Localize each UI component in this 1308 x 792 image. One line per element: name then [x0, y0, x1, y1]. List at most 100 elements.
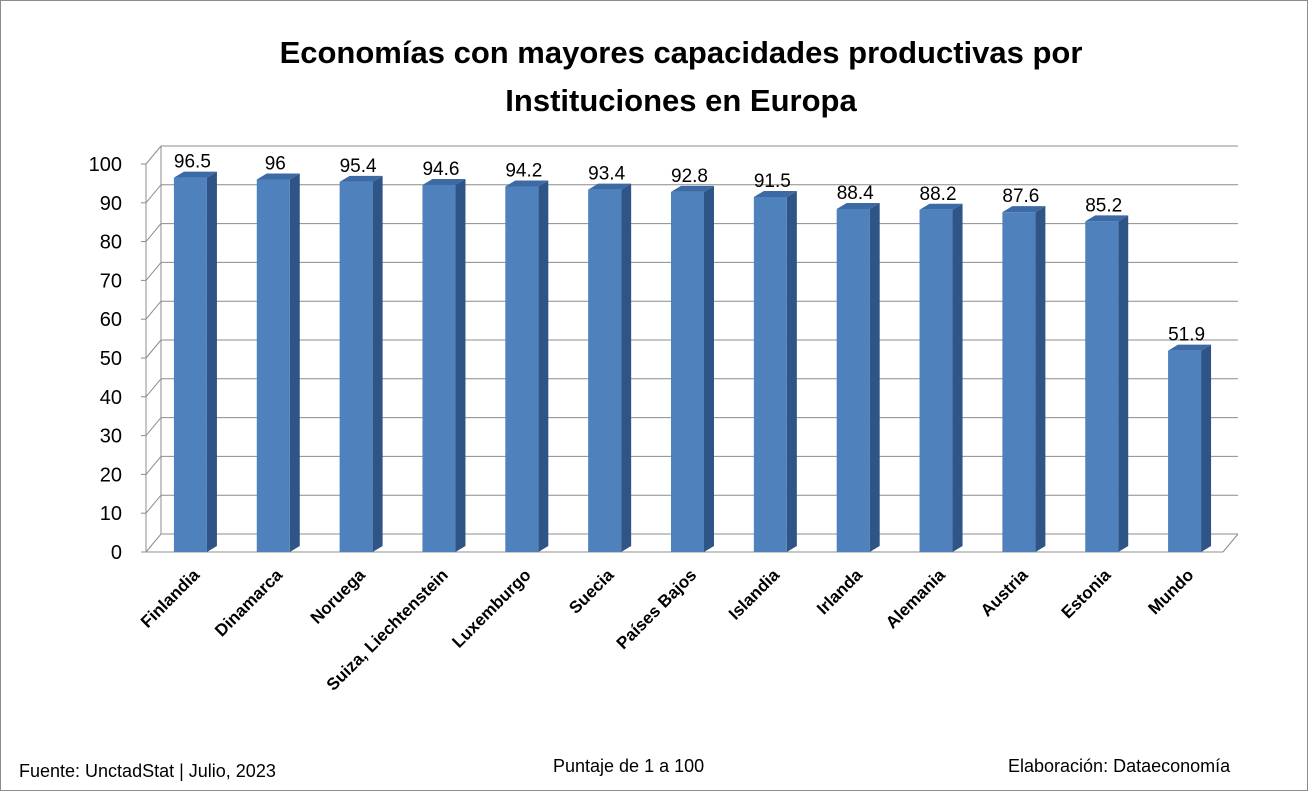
bar-top	[339, 175, 383, 182]
bar-side	[538, 180, 549, 552]
bar-front	[339, 181, 373, 552]
y-tick-label: 80	[100, 232, 122, 254]
gridline-side	[145, 223, 162, 242]
x-tick-label: Finlandia	[137, 565, 204, 632]
bar-front	[671, 191, 704, 552]
gridline-side	[145, 339, 162, 359]
bar-front	[256, 179, 290, 552]
data-label: 94.2	[505, 161, 542, 182]
bar-side	[1118, 215, 1129, 552]
bar-top	[671, 185, 714, 192]
y-tick-label: 60	[100, 309, 122, 331]
y-tick-label: 40	[100, 387, 122, 409]
data-label: 96.5	[174, 152, 211, 173]
bar	[422, 178, 466, 552]
x-tick-label: Estonia	[1058, 565, 1115, 622]
bar	[671, 185, 714, 552]
bar-top	[505, 180, 549, 187]
data-label: 87.6	[1002, 186, 1039, 207]
bars	[173, 171, 1212, 553]
x-tick-label: Alemania	[882, 565, 949, 632]
bar	[339, 175, 383, 552]
bar-side	[206, 171, 217, 552]
source-note: Fuente: UnctadStat | Julio, 2023	[19, 761, 276, 781]
gridline-side	[145, 184, 162, 204]
bar	[1168, 344, 1212, 552]
gridline-side	[145, 145, 162, 165]
gridline-side	[145, 378, 162, 398]
bar	[753, 190, 797, 553]
bar-front	[505, 186, 539, 552]
data-label: 88.2	[920, 184, 957, 205]
bar	[836, 203, 880, 552]
chart-title-line1: Economías con mayores capacidades produc…	[279, 35, 1083, 70]
bar	[505, 180, 549, 552]
bar-side	[952, 203, 963, 552]
bar-top	[422, 178, 466, 185]
y-tick-labels: 0 10 20 30 40 50 60 70 80 90 100	[89, 154, 146, 564]
gridline-side	[145, 456, 162, 475]
y-tick-label: 50	[100, 348, 122, 370]
y-tick-label: 70	[100, 270, 122, 292]
gridline-side	[145, 300, 162, 320]
x-tick-label: Noruega	[307, 565, 370, 628]
chart-title: Economías con mayores capacidades produc…	[131, 29, 1231, 125]
x-tick-label: Austria	[977, 565, 1032, 620]
y-tick-label: 30	[100, 426, 122, 448]
y-tick-label: 90	[100, 193, 122, 215]
bar-top	[919, 203, 963, 210]
bar-top	[173, 171, 217, 178]
y-tick-label: 100	[89, 154, 122, 176]
data-label: 51.9	[1168, 325, 1205, 346]
data-label: 95.4	[340, 156, 377, 177]
bar-top	[1168, 344, 1212, 351]
gridline-side	[145, 494, 162, 514]
credit-note: Elaboración: Dataeconomía	[1008, 756, 1231, 776]
bar-top	[1085, 215, 1129, 222]
y-tick-label: 0	[111, 542, 122, 564]
bar-front	[836, 209, 870, 552]
chart-title-line2: Instituciones en Europa	[505, 83, 857, 118]
data-label: 96	[265, 154, 286, 175]
bar-front	[1002, 212, 1036, 552]
scale-note: Puntaje de 1 a 100	[553, 756, 705, 776]
bar-side	[455, 178, 466, 552]
bar-top	[1002, 206, 1046, 213]
bar-side	[289, 173, 300, 552]
data-label: 91.5	[754, 171, 791, 192]
bar-front	[588, 189, 622, 552]
bar-top	[588, 183, 632, 190]
bar-side	[704, 185, 714, 552]
bar-front	[1168, 350, 1202, 552]
x-tick-label: Dinamarca	[211, 565, 286, 640]
x-tick-label: Suecia	[565, 565, 618, 618]
bar-top	[753, 190, 797, 197]
bar-top	[836, 203, 880, 210]
data-label: 88.4	[837, 183, 874, 204]
gridline-side	[145, 417, 162, 436]
bar-front	[422, 184, 456, 552]
bar	[919, 203, 963, 552]
bar-top	[256, 173, 300, 180]
x-tick-label: Islandia	[725, 565, 784, 624]
bar-side	[1035, 206, 1046, 552]
data-label: 93.4	[588, 164, 625, 185]
gridline-side	[145, 533, 162, 553]
bar-side	[621, 183, 632, 552]
value-labels: 96.5 96 95.4 94.6 94.2 93.4 92.8 91.5 88.4 88.2 87…	[174, 152, 1205, 346]
x-tick-label: Países Bajos	[613, 565, 701, 653]
bar	[1085, 215, 1129, 552]
bar-front	[753, 196, 787, 553]
y-tick-label: 10	[100, 503, 122, 525]
bar-side	[786, 190, 797, 553]
bar-front	[919, 209, 953, 552]
bar-side	[869, 203, 880, 552]
y-tick-label: 20	[100, 464, 122, 486]
x-tick-label: Irlanda	[813, 565, 866, 618]
bar	[1002, 206, 1046, 552]
floor-edge-right	[1222, 533, 1239, 553]
x-tick-label: Luxemburgo	[448, 565, 534, 651]
bar	[173, 171, 217, 552]
